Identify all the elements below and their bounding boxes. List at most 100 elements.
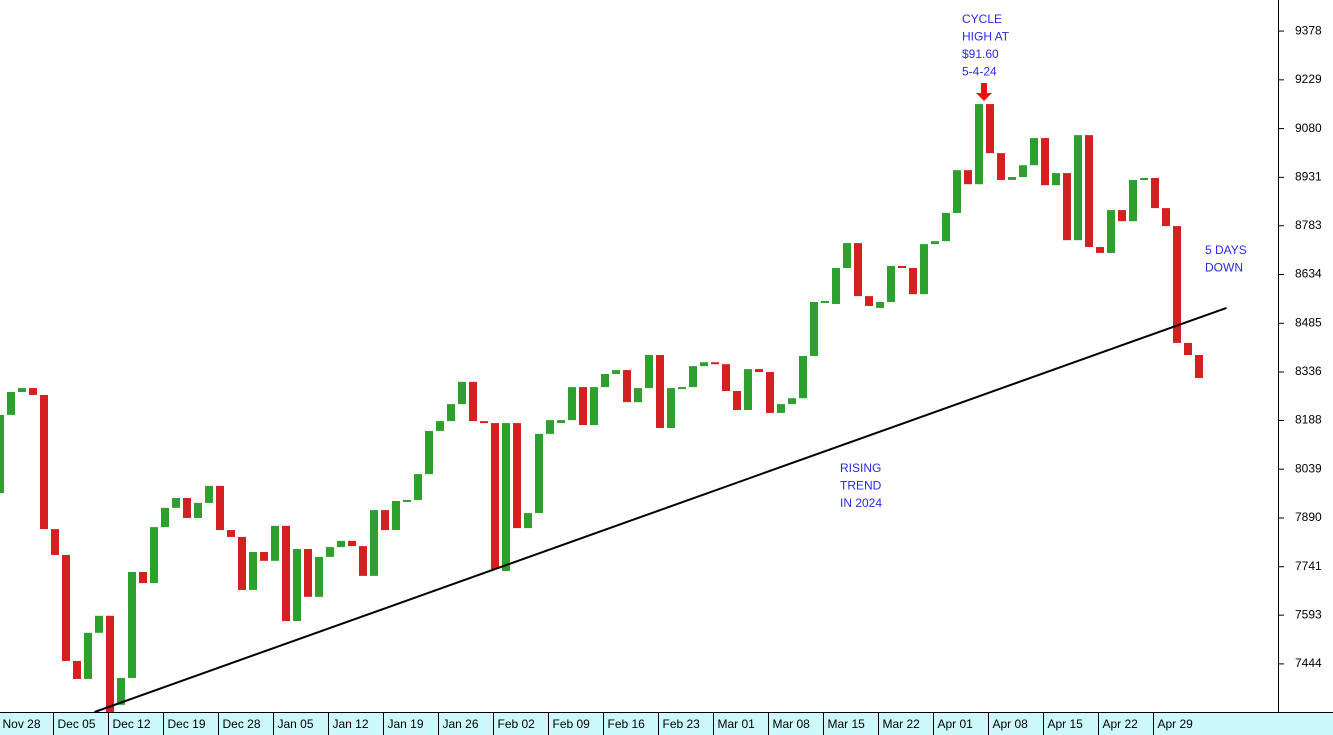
- annotation: 5 DAYS: [1205, 243, 1247, 257]
- x-tick-label: Mar 08: [773, 717, 811, 731]
- bar: [1019, 165, 1027, 178]
- annotation: DOWN: [1205, 261, 1243, 275]
- y-tick-label: 7890: [1295, 510, 1322, 524]
- bar: [271, 525, 279, 561]
- x-axis-band: [0, 713, 1333, 735]
- bar: [194, 502, 202, 518]
- y-tick-label: 8931: [1295, 170, 1322, 184]
- y-tick-label: 7741: [1295, 559, 1322, 573]
- bar: [1052, 173, 1060, 186]
- bar: [1074, 135, 1082, 241]
- bar: [73, 660, 81, 679]
- bar: [84, 632, 92, 679]
- x-tick-label: Feb 16: [608, 717, 646, 731]
- bar: [238, 536, 246, 590]
- x-tick-label: Feb 02: [498, 717, 536, 731]
- bar: [623, 370, 631, 403]
- bar: [249, 551, 257, 590]
- bar: [634, 388, 642, 403]
- annotation: $91.60: [962, 47, 999, 61]
- bar: [1140, 178, 1148, 180]
- bar: [1107, 210, 1115, 253]
- bar: [579, 387, 587, 426]
- bar: [1129, 179, 1137, 222]
- bar: [337, 540, 345, 548]
- x-tick-label: Apr 08: [993, 717, 1029, 731]
- y-tick-label: 8336: [1295, 364, 1322, 378]
- bar: [667, 388, 675, 428]
- bar: [788, 398, 796, 405]
- bar: [480, 421, 488, 424]
- y-tick-label: 7444: [1295, 656, 1322, 670]
- bar: [766, 372, 774, 413]
- annotation: 5-4-24: [962, 65, 997, 79]
- x-tick-label: Apr 01: [938, 717, 974, 731]
- bar: [755, 369, 763, 373]
- bar: [260, 551, 268, 561]
- bar: [205, 485, 213, 503]
- bar: [898, 266, 906, 269]
- bar: [524, 513, 532, 529]
- bar: [799, 356, 807, 399]
- bar: [403, 499, 411, 502]
- bar: [95, 615, 103, 633]
- y-tick-label: 9378: [1295, 23, 1322, 37]
- bar: [1085, 135, 1093, 248]
- bar: [612, 370, 620, 374]
- bar: [942, 213, 950, 242]
- bar: [29, 388, 37, 395]
- bar: [997, 153, 1005, 180]
- bar: [1096, 247, 1104, 253]
- bar: [733, 391, 741, 410]
- bar: [414, 474, 422, 500]
- bar: [590, 387, 598, 426]
- bar: [1151, 178, 1159, 209]
- bar: [1118, 210, 1126, 222]
- bar: [183, 498, 191, 518]
- bar: [381, 510, 389, 531]
- bar: [1063, 173, 1071, 241]
- bar: [909, 267, 917, 295]
- y-tick-label: 7593: [1295, 607, 1322, 621]
- bar: [469, 381, 477, 422]
- bar: [425, 430, 433, 475]
- x-tick-label: Apr 15: [1048, 717, 1084, 731]
- y-tick-label: 8039: [1295, 461, 1322, 475]
- bar: [546, 420, 554, 434]
- bar: [656, 355, 664, 428]
- bar: [821, 301, 829, 304]
- x-tick-label: Apr 29: [1158, 717, 1194, 731]
- x-tick-label: Nov 28: [3, 717, 41, 731]
- x-tick-label: Apr 22: [1103, 717, 1139, 731]
- bar: [40, 394, 48, 530]
- bar: [18, 388, 26, 392]
- bar: [678, 387, 686, 390]
- bar: [1195, 355, 1203, 378]
- annotation: HIGH AT: [962, 30, 1010, 44]
- annotation: RISING: [840, 461, 881, 475]
- bar: [931, 241, 939, 245]
- bar: [348, 540, 356, 547]
- bar: [920, 244, 928, 295]
- annotation: IN 2024: [840, 496, 882, 510]
- bar: [986, 104, 994, 154]
- bar: [810, 302, 818, 356]
- bar: [359, 546, 367, 576]
- y-tick-label: 8783: [1295, 218, 1322, 232]
- bar: [491, 423, 499, 570]
- x-tick-label: Jan 12: [333, 717, 369, 731]
- bar: [117, 677, 125, 705]
- x-tick-label: Jan 19: [388, 717, 424, 731]
- bar: [1162, 208, 1170, 227]
- bar: [1173, 226, 1181, 343]
- bar: [843, 243, 851, 268]
- bar: [865, 296, 873, 306]
- bar: [502, 423, 510, 571]
- y-tick-label: 9229: [1295, 72, 1322, 86]
- bar: [150, 527, 158, 584]
- bar: [711, 362, 719, 365]
- bar: [513, 423, 521, 529]
- bar: [447, 404, 455, 422]
